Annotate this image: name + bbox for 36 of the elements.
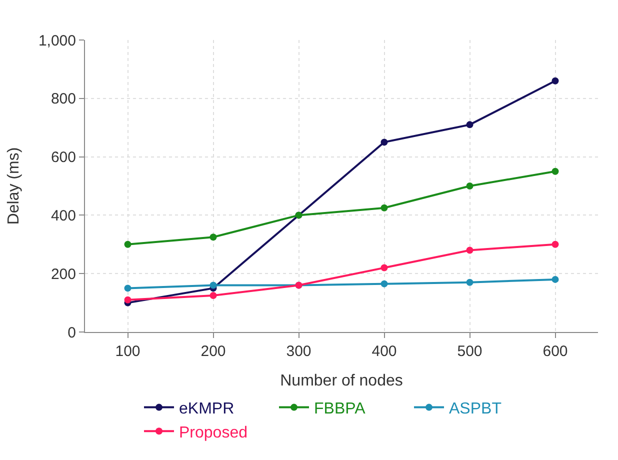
legend-label: eKMPR bbox=[179, 400, 234, 418]
point bbox=[380, 280, 388, 288]
x-tick-label: 500 bbox=[457, 343, 482, 360]
point bbox=[380, 264, 388, 272]
legend-label: ASPBT bbox=[449, 400, 502, 418]
y-tick-label: 600 bbox=[50, 149, 76, 166]
x-axis-title: Number of nodes bbox=[280, 372, 403, 390]
point bbox=[552, 240, 559, 248]
legend-label: Proposed bbox=[179, 424, 248, 442]
x-tick-label: 300 bbox=[286, 343, 312, 360]
x-tick-label: 600 bbox=[542, 343, 568, 360]
x-tick-label: 400 bbox=[372, 343, 397, 360]
point bbox=[124, 284, 132, 292]
point bbox=[380, 204, 388, 212]
point bbox=[466, 182, 474, 190]
y-axis-title: Delay (ms) bbox=[5, 147, 22, 225]
y-tick-label: 800 bbox=[50, 90, 76, 108]
x-tick-label: 200 bbox=[200, 343, 226, 360]
point bbox=[124, 240, 132, 248]
point bbox=[210, 234, 217, 241]
x-tick-label: 100 bbox=[115, 343, 140, 360]
legend-label: FBBPA bbox=[314, 400, 366, 418]
point bbox=[466, 278, 474, 286]
point bbox=[380, 138, 388, 146]
y-tick-label: 400 bbox=[50, 207, 76, 224]
y-tick-label: 1,000 bbox=[38, 32, 76, 50]
point bbox=[552, 77, 559, 84]
point bbox=[552, 168, 559, 175]
point bbox=[124, 296, 132, 304]
point bbox=[210, 282, 217, 289]
point bbox=[210, 292, 217, 299]
point bbox=[466, 246, 474, 254]
point bbox=[552, 276, 559, 283]
point bbox=[466, 121, 474, 128]
y-tick-label: 200 bbox=[50, 266, 76, 283]
y-tick-label: 0 bbox=[68, 324, 76, 342]
